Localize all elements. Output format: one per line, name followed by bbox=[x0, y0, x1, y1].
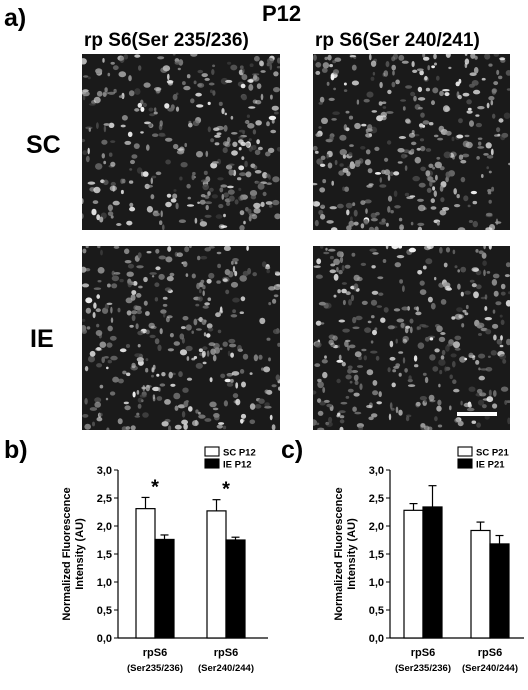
y-tick-label: 1,0 bbox=[97, 577, 112, 589]
bar-sc-p12-0 bbox=[135, 508, 156, 639]
row-label-ie: IE bbox=[30, 325, 54, 353]
legend-label: SC P21 bbox=[476, 448, 509, 459]
y-tick-label: 2,5 bbox=[369, 493, 384, 505]
legend-label: IE P21 bbox=[476, 460, 505, 471]
y-tick-label: 1,5 bbox=[369, 549, 384, 561]
bar-sc-p21-1 bbox=[470, 529, 491, 639]
column-title-ser240: rp S6(Ser 240/241) bbox=[315, 30, 480, 51]
legend-label: IE P12 bbox=[223, 460, 252, 471]
micrograph-texture bbox=[313, 246, 510, 430]
panel-a-age-title: P12 bbox=[262, 1, 302, 26]
category-sublabel: (Ser240/244) bbox=[198, 663, 254, 674]
column-title-ser235: rp S6(Ser 235/236) bbox=[84, 30, 249, 51]
bar-chart-c-svg: 0,0 0,5 1,0 1,5 2,0 2,5 3,0 Normalized Fluoresc… bbox=[333, 446, 524, 674]
bar-chart-c: 0,0 0,5 1,0 1,5 2,0 2,5 3,0 Normalized Fluoresc… bbox=[272, 440, 528, 685]
scale-bar bbox=[457, 412, 497, 416]
y-tick-label: 0,0 bbox=[369, 633, 384, 645]
category-label: rpS6 bbox=[411, 647, 435, 659]
micrograph-ie-ser235 bbox=[82, 246, 280, 430]
panel-b-letter: b) bbox=[4, 436, 28, 464]
category-sublabel: (Ser240/244) bbox=[462, 663, 518, 674]
significance-star: * bbox=[151, 476, 159, 498]
y-tick-label: 0,5 bbox=[369, 605, 384, 617]
bar-ie-p12-1 bbox=[225, 539, 246, 639]
panel-c-letter: c) bbox=[281, 436, 304, 464]
bar-ie-p21-1 bbox=[489, 543, 510, 639]
micrograph-sc-ser235 bbox=[82, 54, 280, 230]
bar-sc-p12-1 bbox=[206, 510, 227, 639]
panel-a-letter: a) bbox=[4, 4, 27, 32]
legend-swatch bbox=[457, 458, 473, 469]
bar-ie-p12-0 bbox=[154, 538, 175, 639]
micrograph-texture bbox=[313, 54, 510, 230]
y-tick-label: 2,5 bbox=[97, 493, 112, 505]
legend-label: SC P12 bbox=[223, 448, 256, 459]
bar-chart-b: 0,0 0,5 1,0 1,5 2,0 2,5 3,0 Normalized Fluoresc… bbox=[0, 440, 272, 685]
category-sublabel: (Ser235/236) bbox=[127, 663, 183, 674]
y-tick-label: 3,0 bbox=[97, 465, 112, 477]
y-tick-label: 0,0 bbox=[97, 633, 112, 645]
bar-ie-p21-0 bbox=[422, 506, 443, 639]
y-tick-label: 1,5 bbox=[97, 549, 112, 561]
category-sublabel: (Ser235/236) bbox=[395, 663, 451, 674]
y-tick-label: 2,0 bbox=[369, 521, 384, 533]
legend-swatch bbox=[204, 458, 220, 469]
category-label: rpS6 bbox=[214, 647, 238, 659]
y-tick-label: 0,5 bbox=[97, 605, 112, 617]
category-label: rpS6 bbox=[478, 647, 502, 659]
bar-sc-p21-0 bbox=[403, 509, 424, 639]
y-axis-label: Normalized FluorescenceIntensity (AU) bbox=[333, 487, 358, 620]
bar-chart-b-svg: 0,0 0,5 1,0 1,5 2,0 2,5 3,0 Normalized Fluoresc… bbox=[61, 446, 268, 674]
y-tick-label: 3,0 bbox=[369, 465, 384, 477]
legend-swatch bbox=[457, 446, 473, 457]
micrograph-texture bbox=[82, 246, 280, 430]
micrograph-sc-ser240 bbox=[313, 54, 510, 230]
y-tick-label: 1,0 bbox=[369, 577, 384, 589]
micrograph-ie-ser240 bbox=[313, 246, 510, 430]
category-label: rpS6 bbox=[143, 647, 167, 659]
row-label-sc: SC bbox=[26, 131, 61, 159]
significance-star: * bbox=[222, 479, 230, 501]
legend-swatch bbox=[204, 446, 220, 457]
y-tick-label: 2,0 bbox=[97, 521, 112, 533]
micrograph-texture bbox=[82, 54, 280, 230]
y-axis-label: Normalized FluorescenceIntensity (AU) bbox=[61, 487, 86, 620]
